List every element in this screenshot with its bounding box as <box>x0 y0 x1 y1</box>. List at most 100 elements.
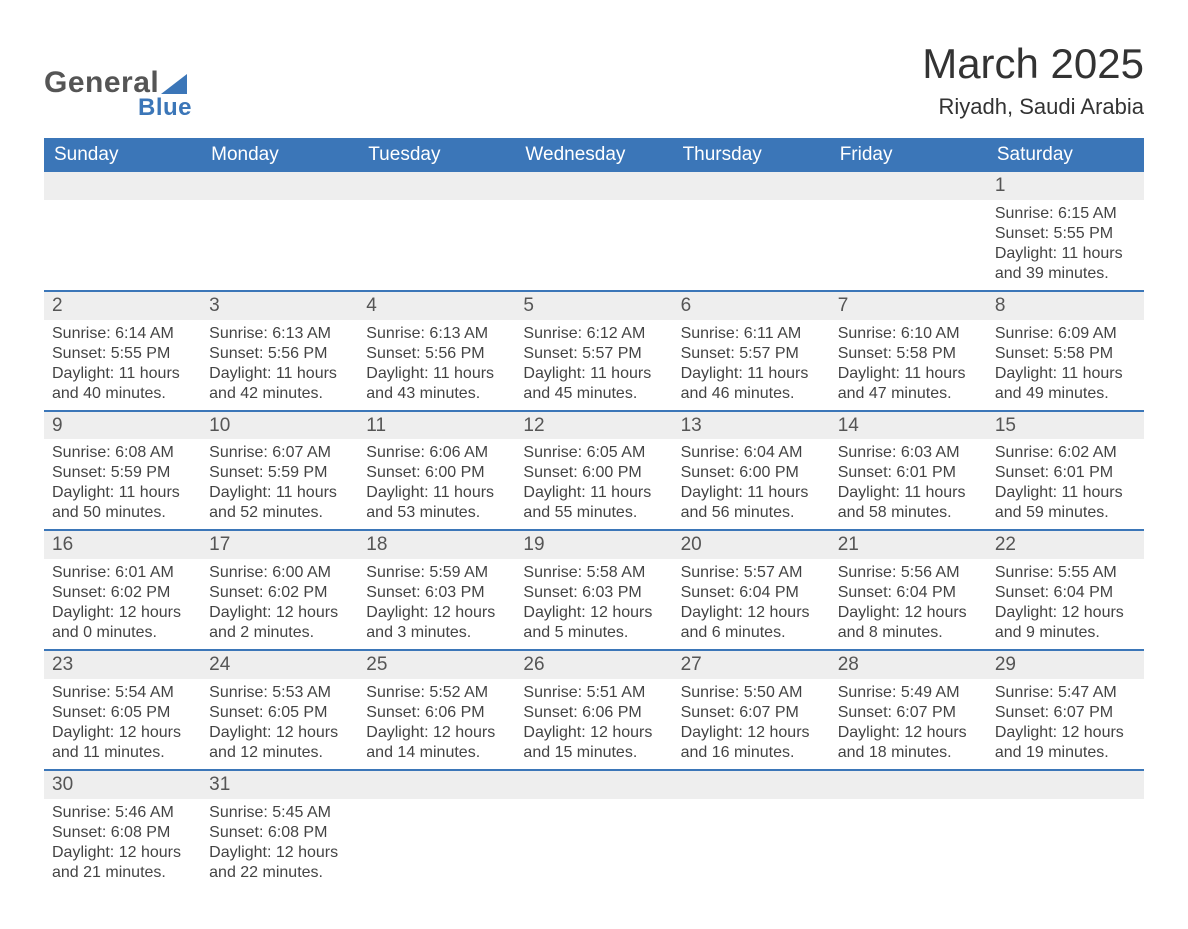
logo-triangle-icon <box>161 74 187 94</box>
calendar-body: 1Sunrise: 6:15 AMSunset: 5:55 PMDaylight… <box>44 172 1144 889</box>
day-number-cell: 26 <box>515 650 672 679</box>
day-body-cell: Sunrise: 5:55 AMSunset: 6:04 PMDaylight:… <box>987 559 1144 650</box>
day-number-cell: 23 <box>44 650 201 679</box>
day-body-cell: Sunrise: 6:10 AMSunset: 5:58 PMDaylight:… <box>830 320 987 411</box>
daylight-text: Daylight: 11 hours and 49 minutes. <box>995 364 1136 404</box>
daynum-row: 1 <box>44 172 1144 200</box>
sunrise-text: Sunrise: 6:04 AM <box>681 443 822 463</box>
sunrise-text: Sunrise: 6:05 AM <box>523 443 664 463</box>
day-body: Sunrise: 6:13 AMSunset: 5:56 PMDaylight:… <box>358 320 515 410</box>
day-number <box>830 771 987 775</box>
day-number-cell: 27 <box>673 650 830 679</box>
day-body-row: Sunrise: 5:54 AMSunset: 6:05 PMDaylight:… <box>44 679 1144 770</box>
day-body: Sunrise: 5:49 AMSunset: 6:07 PMDaylight:… <box>830 679 987 769</box>
day-number: 23 <box>44 651 201 679</box>
day-body: Sunrise: 5:50 AMSunset: 6:07 PMDaylight:… <box>673 679 830 769</box>
daylight-text: Daylight: 11 hours and 56 minutes. <box>681 483 822 523</box>
sunset-text: Sunset: 6:08 PM <box>209 823 350 843</box>
daylight-text: Daylight: 11 hours and 59 minutes. <box>995 483 1136 523</box>
day-body-cell <box>44 200 201 291</box>
day-body <box>358 799 515 809</box>
sunset-text: Sunset: 6:03 PM <box>523 583 664 603</box>
day-body-cell: Sunrise: 6:00 AMSunset: 6:02 PMDaylight:… <box>201 559 358 650</box>
day-number: 26 <box>515 651 672 679</box>
day-number: 1 <box>987 172 1144 200</box>
day-body <box>358 200 515 210</box>
daylight-text: Daylight: 12 hours and 14 minutes. <box>366 723 507 763</box>
sunset-text: Sunset: 6:07 PM <box>995 703 1136 723</box>
day-number-cell <box>358 172 515 200</box>
sunrise-text: Sunrise: 5:56 AM <box>838 563 979 583</box>
day-number-cell <box>673 172 830 200</box>
day-number-cell: 10 <box>201 411 358 440</box>
day-number: 19 <box>515 531 672 559</box>
day-number: 18 <box>358 531 515 559</box>
sunset-text: Sunset: 5:58 PM <box>995 344 1136 364</box>
day-number-cell <box>44 172 201 200</box>
day-number <box>830 172 987 176</box>
day-body-cell <box>673 200 830 291</box>
sunset-text: Sunset: 6:04 PM <box>681 583 822 603</box>
sunset-text: Sunset: 5:55 PM <box>995 224 1136 244</box>
day-body-cell: Sunrise: 5:54 AMSunset: 6:05 PMDaylight:… <box>44 679 201 770</box>
day-number-cell: 4 <box>358 291 515 320</box>
day-number-cell: 1 <box>987 172 1144 200</box>
day-body-cell: Sunrise: 6:13 AMSunset: 5:56 PMDaylight:… <box>201 320 358 411</box>
day-number: 30 <box>44 771 201 799</box>
day-body-cell <box>358 200 515 291</box>
daylight-text: Daylight: 12 hours and 3 minutes. <box>366 603 507 643</box>
sunset-text: Sunset: 5:59 PM <box>52 463 193 483</box>
location-label: Riyadh, Saudi Arabia <box>922 94 1144 120</box>
day-body: Sunrise: 6:00 AMSunset: 6:02 PMDaylight:… <box>201 559 358 649</box>
day-number-cell <box>987 770 1144 799</box>
sunset-text: Sunset: 6:06 PM <box>523 703 664 723</box>
daylight-text: Daylight: 12 hours and 5 minutes. <box>523 603 664 643</box>
sunset-text: Sunset: 6:01 PM <box>838 463 979 483</box>
daylight-text: Daylight: 11 hours and 46 minutes. <box>681 364 822 404</box>
day-body-cell <box>515 200 672 291</box>
day-number: 7 <box>830 292 987 320</box>
sunrise-text: Sunrise: 5:55 AM <box>995 563 1136 583</box>
sunrise-text: Sunrise: 5:57 AM <box>681 563 822 583</box>
day-body: Sunrise: 6:06 AMSunset: 6:00 PMDaylight:… <box>358 439 515 529</box>
weekday-header: Sunday <box>44 138 201 172</box>
page-title: March 2025 <box>922 40 1144 88</box>
weekday-header: Saturday <box>987 138 1144 172</box>
day-body: Sunrise: 6:09 AMSunset: 5:58 PMDaylight:… <box>987 320 1144 410</box>
day-body <box>201 200 358 210</box>
day-body: Sunrise: 5:46 AMSunset: 6:08 PMDaylight:… <box>44 799 201 889</box>
day-number-cell: 12 <box>515 411 672 440</box>
day-number: 9 <box>44 412 201 440</box>
day-body: Sunrise: 6:08 AMSunset: 5:59 PMDaylight:… <box>44 439 201 529</box>
daylight-text: Daylight: 12 hours and 15 minutes. <box>523 723 664 763</box>
daynum-row: 9101112131415 <box>44 411 1144 440</box>
sunrise-text: Sunrise: 5:49 AM <box>838 683 979 703</box>
day-body-row: Sunrise: 6:08 AMSunset: 5:59 PMDaylight:… <box>44 439 1144 530</box>
day-number-cell: 21 <box>830 530 987 559</box>
logo: General Blue <box>44 68 192 120</box>
daylight-text: Daylight: 12 hours and 0 minutes. <box>52 603 193 643</box>
daylight-text: Daylight: 11 hours and 52 minutes. <box>209 483 350 523</box>
day-body-cell: Sunrise: 6:12 AMSunset: 5:57 PMDaylight:… <box>515 320 672 411</box>
day-body-cell <box>830 200 987 291</box>
daynum-row: 2345678 <box>44 291 1144 320</box>
day-body-cell: Sunrise: 6:08 AMSunset: 5:59 PMDaylight:… <box>44 439 201 530</box>
sunrise-text: Sunrise: 5:52 AM <box>366 683 507 703</box>
daylight-text: Daylight: 11 hours and 50 minutes. <box>52 483 193 523</box>
day-body-cell: Sunrise: 5:45 AMSunset: 6:08 PMDaylight:… <box>201 799 358 889</box>
day-body <box>830 200 987 210</box>
day-body-cell: Sunrise: 5:49 AMSunset: 6:07 PMDaylight:… <box>830 679 987 770</box>
day-number: 21 <box>830 531 987 559</box>
day-body-row: Sunrise: 5:46 AMSunset: 6:08 PMDaylight:… <box>44 799 1144 889</box>
sunset-text: Sunset: 6:05 PM <box>52 703 193 723</box>
daylight-text: Daylight: 12 hours and 19 minutes. <box>995 723 1136 763</box>
day-number: 10 <box>201 412 358 440</box>
daylight-text: Daylight: 11 hours and 39 minutes. <box>995 244 1136 284</box>
day-number-cell: 19 <box>515 530 672 559</box>
day-body: Sunrise: 6:10 AMSunset: 5:58 PMDaylight:… <box>830 320 987 410</box>
day-body: Sunrise: 5:58 AMSunset: 6:03 PMDaylight:… <box>515 559 672 649</box>
daylight-text: Daylight: 12 hours and 11 minutes. <box>52 723 193 763</box>
sunset-text: Sunset: 6:07 PM <box>838 703 979 723</box>
sunset-text: Sunset: 6:06 PM <box>366 703 507 723</box>
sunset-text: Sunset: 5:59 PM <box>209 463 350 483</box>
